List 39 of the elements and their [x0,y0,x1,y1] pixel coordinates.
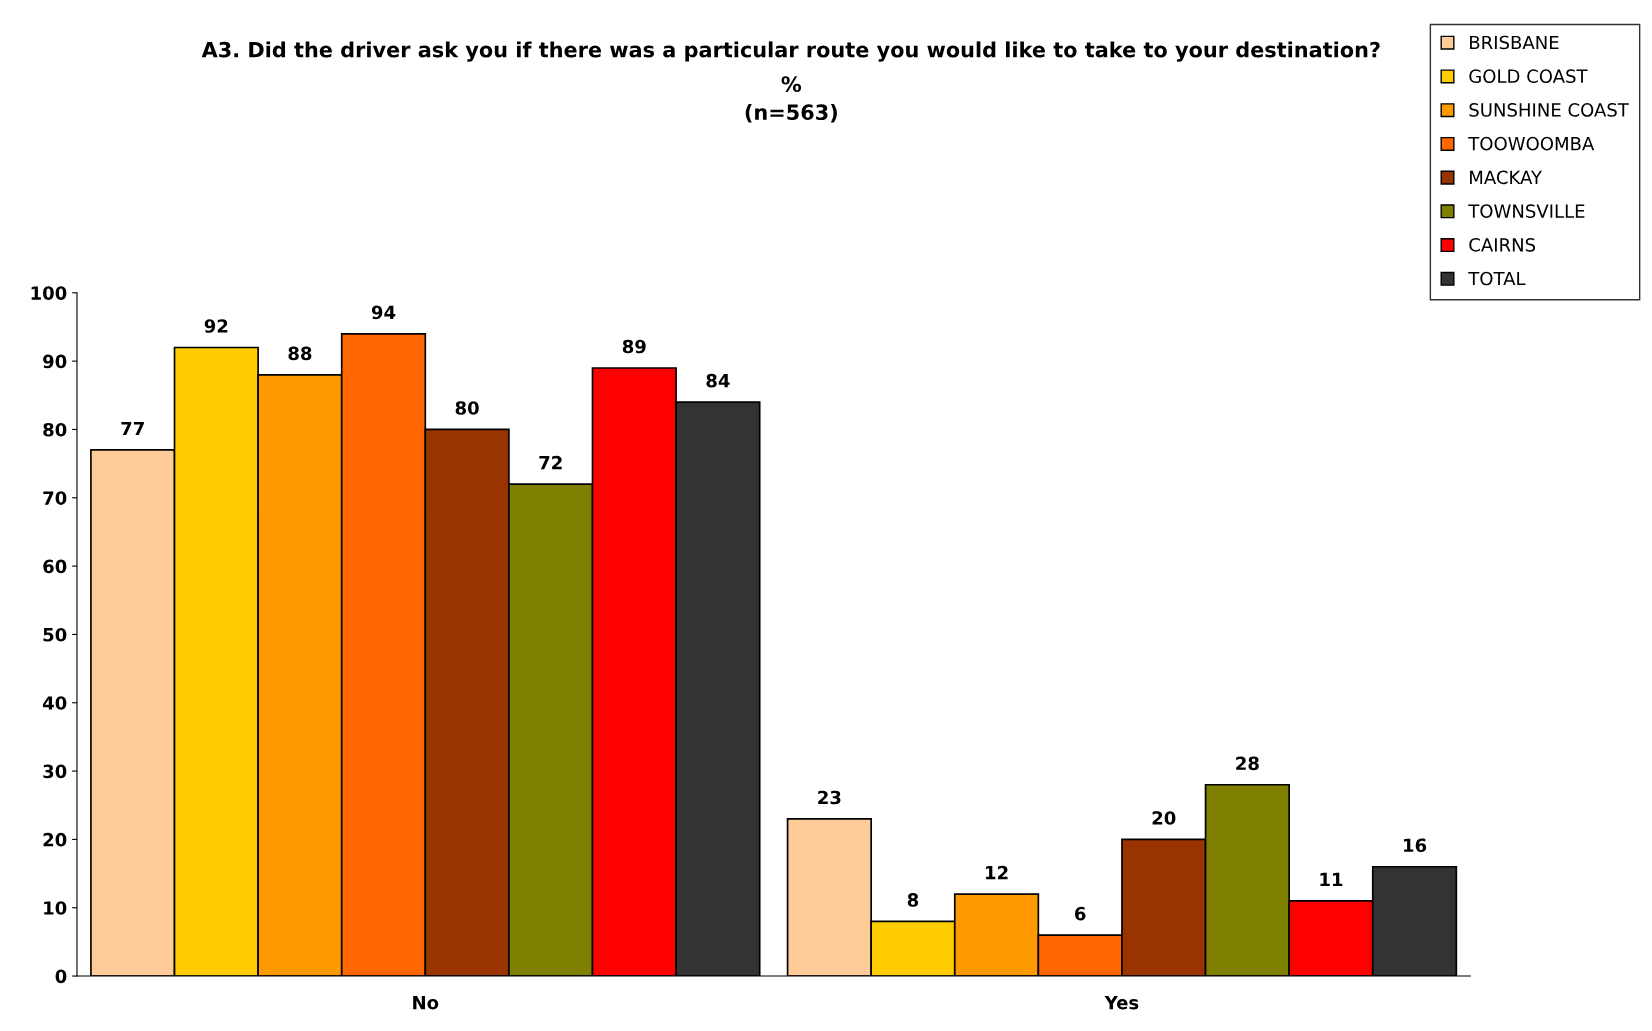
chart-title: A3. Did the driver ask you if there was a particular route you would like to take to your destination? [201,41,1380,62]
data-label: 77 [121,421,144,436]
y-tick-label: 0 [55,969,67,984]
y-tick-label: 20 [43,832,67,847]
legend-label: TOWNSVILLE [1468,204,1585,218]
y-tick-label: 60 [43,559,67,574]
data-label: 72 [539,455,562,470]
y-tick-label: 30 [43,764,67,779]
data-label: 88 [288,346,312,361]
legend-label: CAIRNS [1469,237,1536,252]
data-label: 12 [986,865,1008,880]
data-label: 80 [455,401,479,415]
y-tick-label: 50 [43,627,67,642]
data-label: 11 [1320,872,1343,887]
data-label: 84 [706,373,730,388]
data-label: 16 [1404,838,1427,853]
data-label: 89 [622,339,646,354]
legend-label: TOTAL [1468,271,1526,286]
chart-subtitle: % (n=563) [745,76,837,123]
data-label: 8 [907,893,919,907]
legend-label: TOOWOOMBA [1468,136,1595,151]
y-tick-label: 100 [31,286,67,300]
legend-label: BRISBANE [1470,35,1559,50]
legend-label: GOLD COAST [1469,69,1588,84]
y-tick-label: 90 [43,354,67,369]
x-tick-label: No [413,996,439,1010]
data-label: 92 [204,319,228,333]
x-tick-label: Yes [1104,996,1139,1010]
data-label: 6 [1075,906,1086,921]
y-tick-label: 40 [42,696,67,710]
data-label: 94 [371,305,396,320]
y-tick-label: 80 [43,422,67,437]
data-label: 20 [1152,811,1176,825]
y-tick-label: 70 [43,491,67,505]
data-label: 23 [818,790,841,805]
legend-label: MACKAY [1470,170,1543,185]
legend-label: SUNSHINE COAST [1469,103,1629,117]
data-label: 28 [1236,756,1259,771]
y-tick-label: 10 [44,901,67,915]
